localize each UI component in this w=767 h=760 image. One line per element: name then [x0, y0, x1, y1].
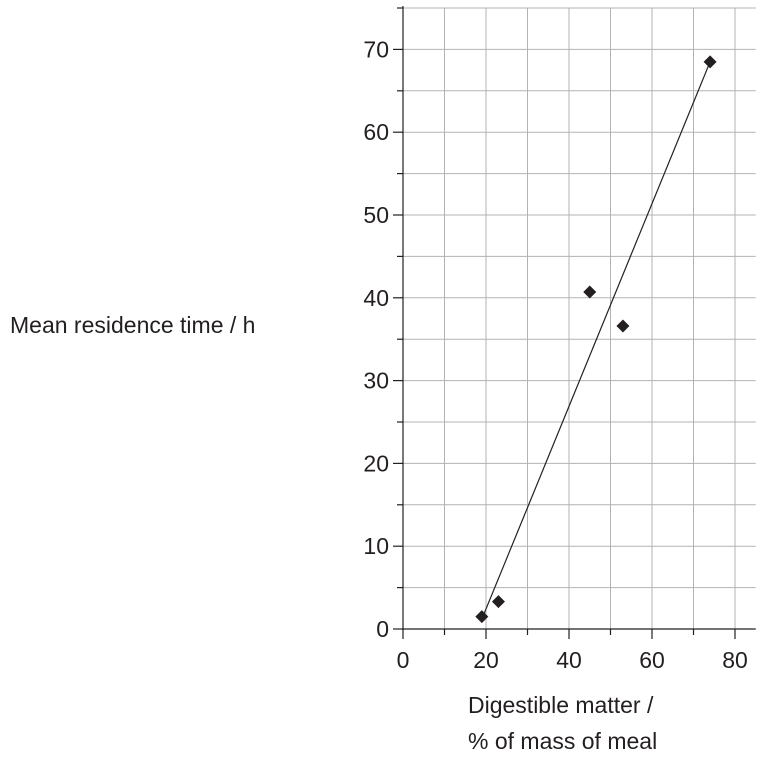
x-tick-label: 20 [473, 647, 499, 673]
trend-line-segment [481, 61, 711, 620]
y-axis-label: Mean residence time / h [10, 312, 256, 338]
y-tick-labels: 0 10 20 30 40 50 60 70 [363, 36, 389, 642]
x-tick-label: 80 [722, 647, 748, 673]
grid-lines [403, 7, 756, 629]
x-tick-label: 40 [556, 647, 582, 673]
data-point-diamond [616, 319, 630, 333]
y-tick-label: 10 [363, 533, 389, 559]
x-tick-label: 60 [639, 647, 665, 673]
data-point-diamond [491, 595, 505, 609]
data-points [475, 55, 717, 624]
y-tick-label: 60 [363, 119, 389, 145]
y-tick-label: 30 [363, 368, 389, 394]
y-tick-label: 40 [363, 285, 389, 311]
data-point-diamond [475, 610, 489, 624]
x-tick-label: 0 [397, 647, 410, 673]
y-tick-label: 20 [363, 450, 389, 476]
data-point-diamond [703, 55, 717, 69]
data-point-diamond [583, 285, 597, 299]
axes [393, 6, 756, 639]
y-tick-label: 70 [363, 36, 389, 62]
y-tick-label: 50 [363, 202, 389, 228]
x-axis-label-line-2: % of mass of meal [468, 728, 658, 754]
trend-line [481, 61, 711, 620]
y-tick-label: 0 [376, 616, 389, 642]
x-tick-labels: 0 20 40 60 80 [397, 647, 748, 673]
x-axis-label-line-1: Digestible matter / [468, 692, 654, 718]
